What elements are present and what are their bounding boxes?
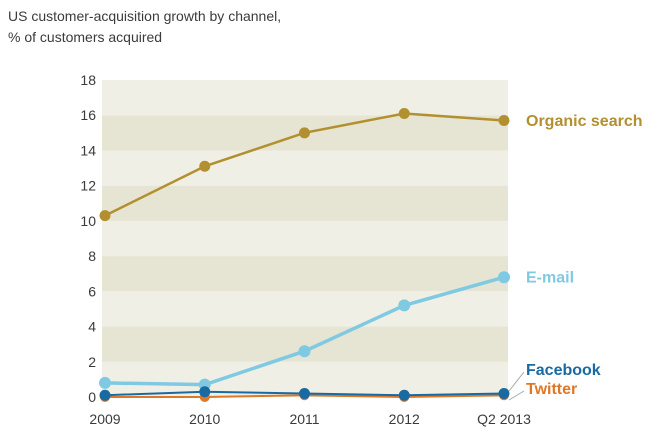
y-axis-tick-label: 18 bbox=[80, 72, 96, 88]
data-point-e-mail-2009 bbox=[99, 376, 111, 389]
chart-title-line2: % of customers acquired bbox=[8, 29, 163, 45]
y-axis-tick-label: 12 bbox=[80, 178, 96, 194]
plot-band bbox=[102, 220, 508, 257]
y-axis-tick-label: 4 bbox=[88, 319, 96, 335]
y-axis-tick-label: 6 bbox=[88, 283, 96, 299]
y-axis-tick-label: 0 bbox=[88, 389, 96, 405]
data-point-e-mail-q2-2013 bbox=[498, 271, 510, 284]
plot-band bbox=[102, 256, 508, 292]
data-point-organic-search-2010 bbox=[199, 160, 211, 172]
data-point-organic-search-2009 bbox=[99, 210, 111, 222]
plot-band bbox=[102, 185, 508, 221]
data-point-facebook-2010 bbox=[199, 386, 211, 398]
plot-band bbox=[102, 80, 508, 116]
data-point-facebook-2012 bbox=[398, 389, 410, 401]
x-axis-label: 2011 bbox=[289, 411, 319, 427]
data-point-e-mail-2011 bbox=[298, 345, 311, 358]
chart-title-line1: US customer-acquisition growth by channe… bbox=[8, 8, 282, 24]
x-axis-label: 2012 bbox=[389, 411, 420, 427]
label-leader-line-twitter bbox=[508, 390, 525, 401]
plot-band bbox=[102, 150, 508, 186]
series-label-e-mail: E-mail bbox=[526, 270, 574, 287]
y-axis-tick-label: 8 bbox=[88, 248, 96, 264]
series-label-twitter: Twitter bbox=[526, 381, 577, 398]
y-axis-tick-label: 10 bbox=[80, 213, 96, 229]
label-leader-line-facebook bbox=[508, 371, 525, 392]
plot-band bbox=[102, 291, 508, 327]
data-point-organic-search-q2-2013 bbox=[498, 115, 510, 127]
series-label-organic-search: Organic search bbox=[526, 113, 643, 130]
data-point-facebook-2009 bbox=[99, 389, 111, 401]
x-axis-label: Q2 2013 bbox=[477, 411, 531, 427]
data-point-organic-search-2012 bbox=[398, 107, 410, 119]
data-point-facebook-2011 bbox=[299, 387, 310, 399]
chart-title: US customer-acquisition growth by channe… bbox=[8, 6, 281, 48]
y-axis-tick-label: 14 bbox=[80, 142, 96, 158]
data-point-facebook-q2-2013 bbox=[498, 387, 510, 399]
data-point-e-mail-2012 bbox=[398, 299, 411, 312]
y-axis-tick-label: 16 bbox=[80, 107, 96, 123]
y-axis-tick-label: 2 bbox=[88, 354, 96, 370]
x-axis-label: 2009 bbox=[89, 411, 120, 427]
series-label-facebook: Facebook bbox=[526, 362, 601, 379]
data-point-organic-search-2011 bbox=[299, 127, 310, 139]
x-axis-label: 2010 bbox=[189, 411, 220, 427]
